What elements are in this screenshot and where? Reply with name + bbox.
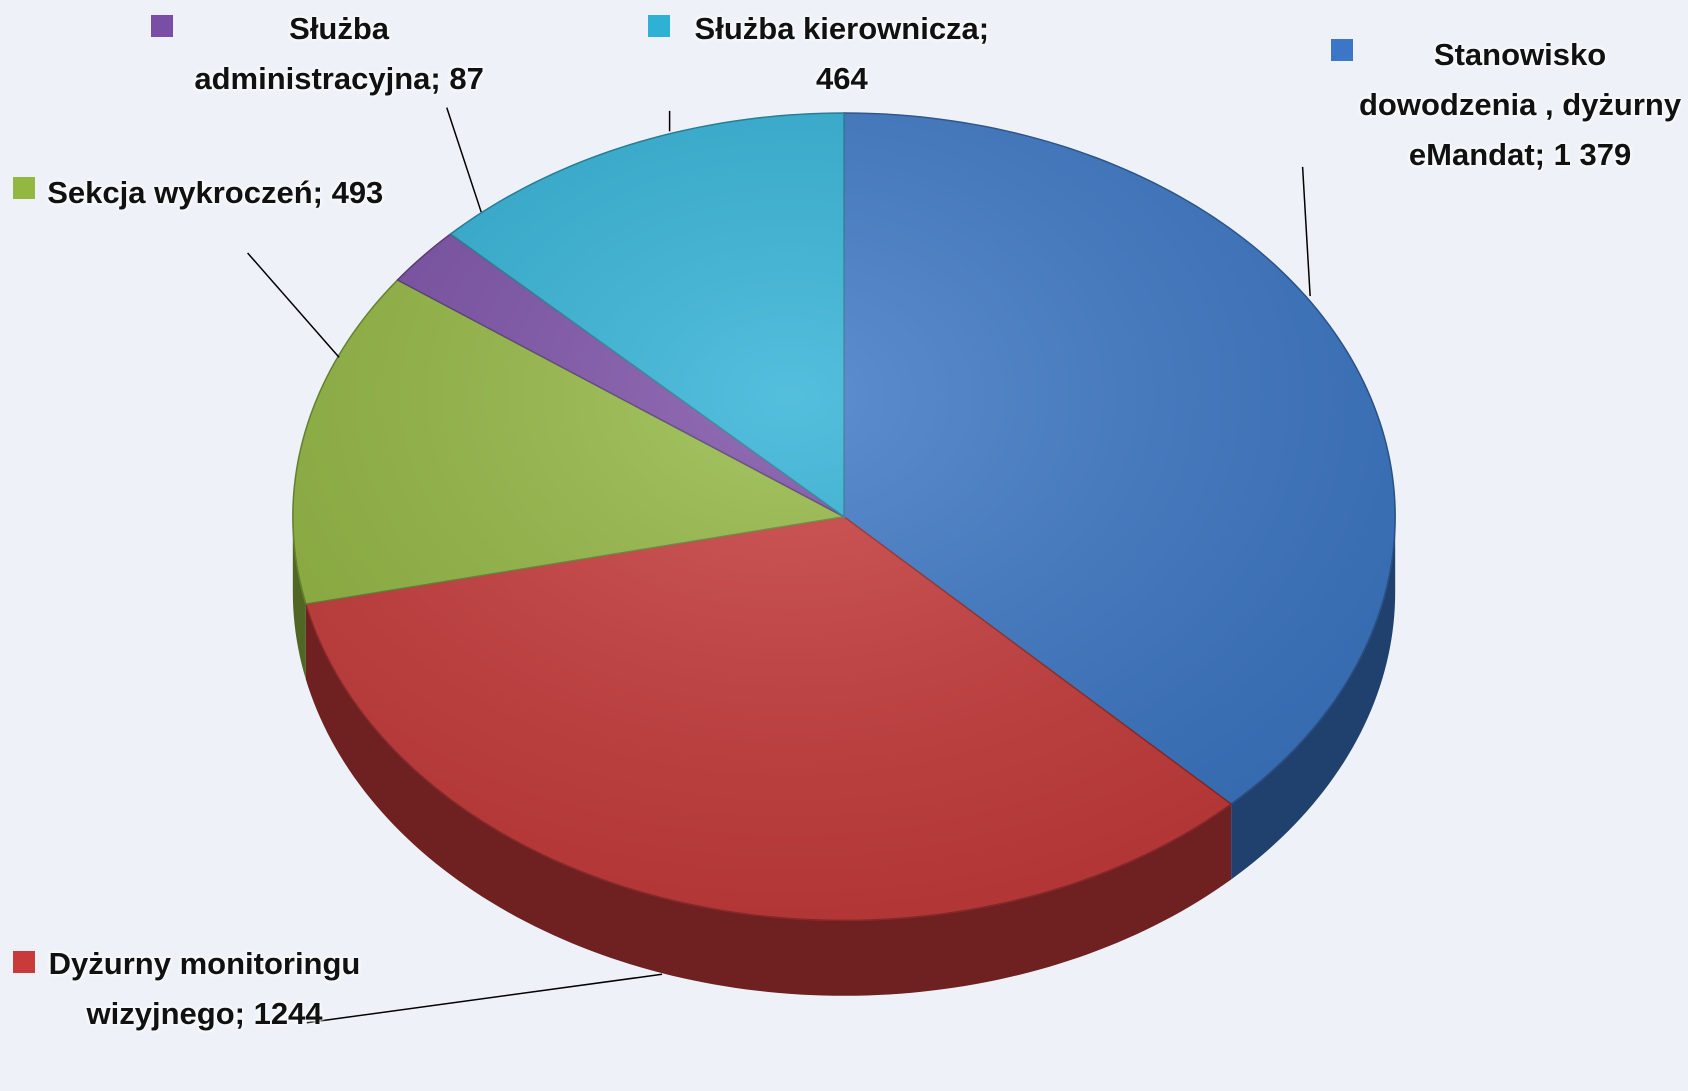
label-value: 464 [815, 61, 868, 97]
label-value: 493 [331, 174, 384, 210]
data-label: Stanowisko dowodzenia , dyżurny eMandat;… [1359, 30, 1682, 180]
label-name: Dyżurny monitoringu wizyjnego; [48, 945, 361, 1031]
label-name: Stanowisko dowodzenia , dyżurny eMandat; [1359, 37, 1682, 173]
legend-key [648, 15, 671, 38]
legend-key [12, 176, 35, 199]
label-name: Służba kierownicza; [694, 11, 990, 47]
legend-key [12, 950, 35, 973]
data-label: Sekcja wykroczeń; 493 [43, 168, 387, 218]
leader-line [306, 973, 663, 1024]
leader-line [446, 107, 482, 213]
label-value: 1 379 [1553, 137, 1632, 173]
label-value: 1244 [253, 995, 323, 1031]
leader-line [247, 252, 340, 358]
leader-line [1301, 166, 1311, 297]
label-value: 87 [449, 61, 484, 97]
legend-key [1330, 38, 1353, 61]
label-name: Służba administracyjna; [194, 11, 441, 97]
label-name: Sekcja wykroczeń; [47, 174, 323, 210]
data-label: Służba kierownicza; 464 [680, 4, 1003, 104]
data-label: Służba administracyjna; 87 [183, 4, 495, 104]
legend-key [150, 15, 173, 38]
data-label: Dyżurny monitoringu wizyjnego; 1244 [43, 939, 366, 1039]
